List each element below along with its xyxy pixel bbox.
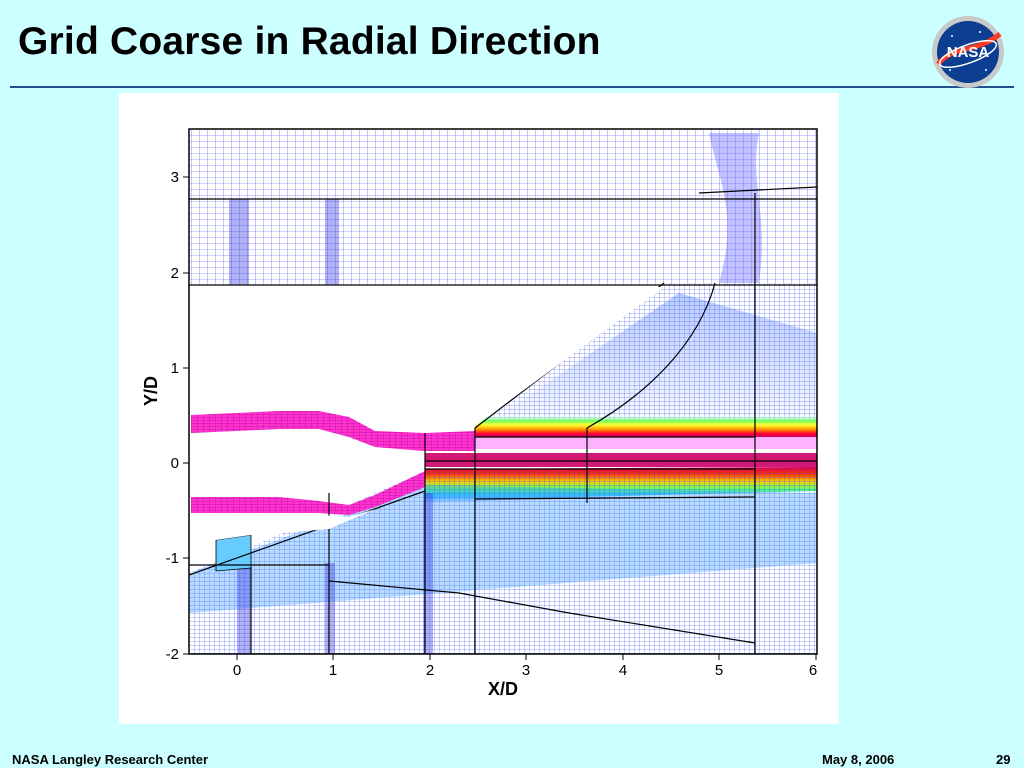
y-axis bbox=[183, 176, 189, 655]
x-tick-1: 1 bbox=[329, 662, 337, 679]
logo-text: NASA bbox=[947, 44, 990, 61]
x-tick-5: 5 bbox=[715, 662, 723, 679]
x-tick-2: 2 bbox=[426, 662, 434, 679]
title-rule bbox=[10, 86, 1014, 88]
upper-mesh-region bbox=[189, 129, 817, 285]
x-tick-6: 6 bbox=[809, 662, 817, 679]
block-boundaries bbox=[189, 186, 817, 654]
x-tick-0: 0 bbox=[233, 662, 241, 679]
page-number: 29 bbox=[996, 752, 1011, 767]
grid-plot: 3 2 1 0 -1 -2 0 1 2 3 4 5 6 X/D Y/ bbox=[141, 128, 818, 699]
y-tick-neg1: -1 bbox=[166, 550, 179, 567]
y-tick-0: 0 bbox=[171, 455, 179, 472]
grid-figure: 3 2 1 0 -1 -2 0 1 2 3 4 5 6 X/D Y/ bbox=[119, 93, 839, 724]
y-axis-label: Y/D bbox=[141, 376, 161, 406]
y-tick-neg2: -2 bbox=[166, 646, 179, 663]
footer-date: May 8, 2006 bbox=[822, 752, 895, 767]
footer-organization: NASA Langley Research Center bbox=[12, 752, 209, 767]
x-tick-3: 3 bbox=[522, 662, 530, 679]
nasa-logo: NASA bbox=[932, 16, 1004, 88]
x-axis-label: X/D bbox=[488, 679, 518, 699]
x-tick-4: 4 bbox=[619, 662, 627, 679]
lower-mesh-region bbox=[189, 471, 817, 654]
y-tick-3: 3 bbox=[171, 169, 179, 186]
slide-title: Grid Coarse in Radial Direction bbox=[18, 20, 601, 63]
y-tick-1: 1 bbox=[171, 360, 179, 377]
upper-shear-layer bbox=[475, 415, 817, 437]
plot-frame bbox=[188, 128, 818, 655]
x-axis bbox=[236, 654, 817, 660]
y-tick-2: 2 bbox=[171, 265, 179, 282]
